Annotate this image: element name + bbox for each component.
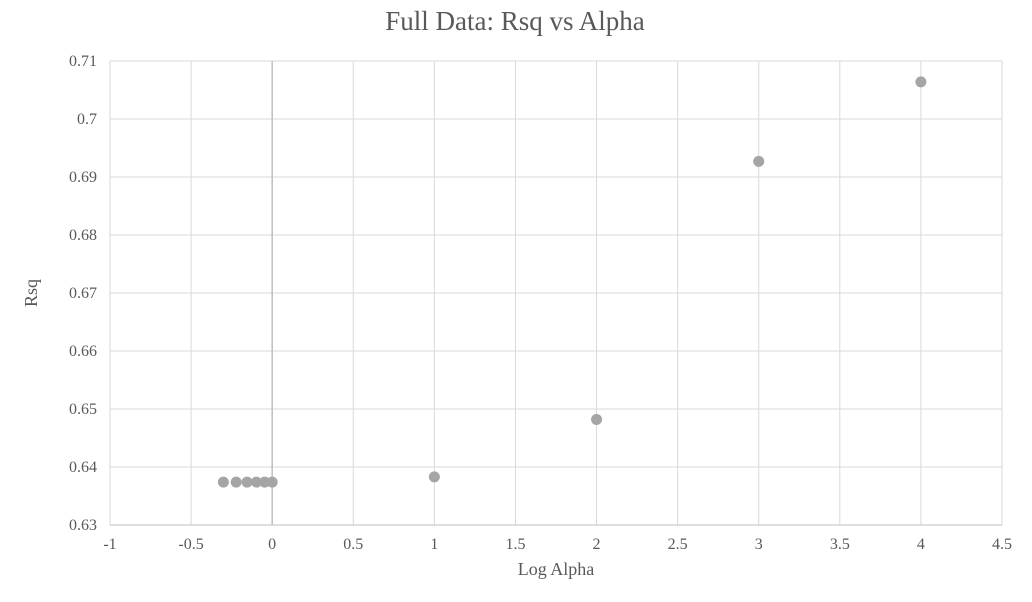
x-tick-label: 2 [593,536,601,553]
data-point [217,476,229,488]
x-tick-label: 0 [268,536,276,553]
x-tick-label: 3 [755,536,763,553]
y-tick-label: 0.68 [69,227,97,244]
data-point [230,476,242,488]
y-tick-label: 0.69 [69,169,97,186]
data-point [591,413,603,425]
data-points [217,76,927,488]
data-point [428,471,440,483]
x-tick-label: 1 [430,536,438,553]
y-tick-label: 0.64 [69,459,97,476]
y-axis-title: Rsq [21,279,41,307]
y-tick-label: 0.71 [69,53,97,70]
x-tick-label: 4 [917,536,925,553]
x-tick-label: 2.5 [668,536,688,553]
x-tick-label: 4.5 [992,536,1012,553]
y-tick-label: 0.7 [77,111,97,128]
x-axis-title: Log Alpha [518,559,595,579]
y-tick-label: 0.65 [69,401,97,418]
chart-title: Full Data: Rsq vs Alpha [385,6,645,36]
x-tick-label: 1.5 [505,536,525,553]
x-tick-label: -0.5 [178,536,203,553]
data-point [241,476,253,488]
data-point [753,155,765,167]
data-point [266,476,278,488]
data-point [915,76,927,88]
tick-labels: 0.63 0.64 0.65 0.66 0.67 0.68 0.69 0.7 0.71 -1 -0.… [69,53,1012,553]
y-tick-label: 0.67 [69,285,97,302]
grid [109,60,1003,526]
axes [110,61,1002,526]
x-tick-label: 0.5 [343,536,363,553]
data-point [250,476,262,488]
x-tick-label: 3.5 [830,536,850,553]
y-tick-label: 0.63 [69,517,97,534]
x-tick-label: -1 [103,536,116,553]
y-tick-label: 0.66 [69,343,97,360]
